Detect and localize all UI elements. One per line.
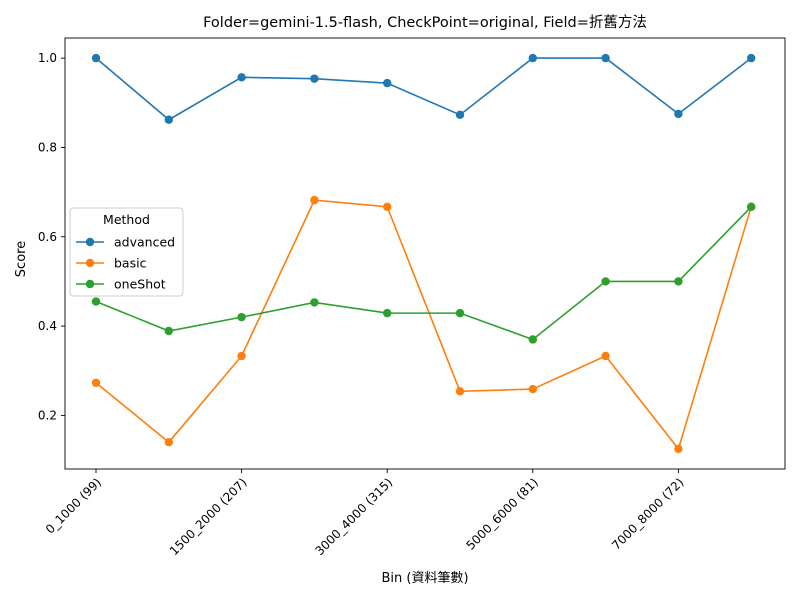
data-point-basic [383,202,392,212]
y-tick-label: 1.0 [38,51,57,65]
legend-title: Method [103,212,150,227]
data-point-oneShot [310,298,319,307]
legend-marker-basic [85,258,95,268]
data-point-advanced [91,53,101,63]
legend-box [69,207,184,297]
data-point-oneShot [601,277,610,286]
data-point-basic [601,351,610,361]
legend-marker-oneShot [85,279,95,289]
y-tick-label: 0.4 [38,319,57,333]
series-line-advanced [95,57,752,121]
x-tick-label: 7000_8000 (72) [609,475,686,552]
data-point-basic [91,378,101,387]
data-point-advanced [164,115,173,124]
legend: Method advanced basic oneShot [69,207,184,297]
data-point-basic [164,438,173,447]
series-line-basic [95,199,752,451]
data-point-oneShot [237,312,246,322]
data-point-oneShot [747,202,756,212]
x-tick-label: 0_1000 (99) [43,475,104,536]
legend-label-advanced: advanced [114,235,175,250]
series-line-oneShot [95,206,752,341]
x-tick-label: 1500_2000 (207) [167,475,250,558]
legend-marker-advanced [85,237,95,247]
x-tick-label: 5000_6000 (81) [463,475,540,552]
legend-label-oneShot: oneShot [114,277,166,292]
data-point-advanced [455,110,465,120]
plot-frame [64,37,786,470]
data-point-advanced [383,78,392,88]
x-axis-label: Bin (資料筆數) [381,571,468,586]
data-point-oneShot [91,297,101,306]
y-tick-label: 0.8 [38,140,57,154]
data-point-advanced [601,53,610,63]
data-point-basic [528,384,537,394]
data-point-advanced [674,109,683,119]
data-point-oneShot [528,335,537,344]
data-point-oneShot [674,277,683,286]
data-point-basic [674,444,683,454]
data-point-basic [237,351,246,361]
data-point-advanced [237,73,246,82]
data-point-advanced [528,53,537,63]
legend-label-basic: basic [114,256,147,271]
y-tick-label: 0.6 [38,230,57,244]
data-point-oneShot [383,308,392,318]
y-axis-label: Score [14,241,29,277]
plot-area: 0.2 0.4 0.6 0.8 1.0 0_1000 (99) 1500_2000 (207… [38,37,786,558]
chart-title: Folder=gemini-1.5-flash, CheckPoint=orig… [203,14,647,31]
data-point-basic [310,195,319,205]
data-point-basic [455,387,465,396]
x-tick-label: 3000_4000 (315) [312,475,395,558]
data-point-advanced [747,53,756,63]
data-point-advanced [310,74,319,83]
data-point-oneShot [455,308,465,318]
y-tick-label: 0.2 [38,408,57,422]
data-point-oneShot [164,326,173,336]
